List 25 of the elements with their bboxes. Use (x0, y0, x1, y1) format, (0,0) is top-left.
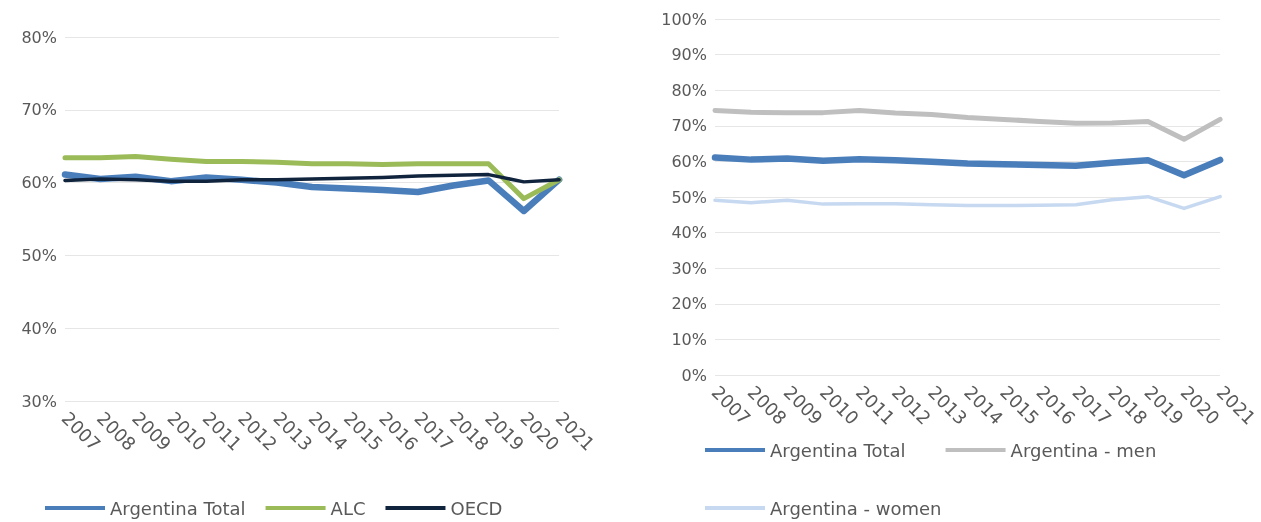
y-tick-label: 90% (671, 45, 707, 65)
y-tick-label: 50% (671, 187, 707, 207)
legend-label: Argentina Total (770, 439, 906, 461)
legend-label: ALC (330, 497, 366, 519)
legend-label: Argentina - men (1010, 439, 1157, 461)
y-tick-label: 60% (21, 173, 57, 193)
legend-label: Argentina Total (110, 497, 246, 519)
y-tick-label: 20% (671, 294, 707, 314)
y-tick-label: 40% (671, 223, 707, 243)
y-tick-label: 30% (21, 391, 57, 411)
line-series (713, 194, 1222, 211)
legend-label: OECD (450, 497, 503, 519)
line-series (63, 172, 561, 184)
y-tick-label: 30% (671, 258, 707, 278)
y-tick-label: 0% (681, 365, 707, 385)
y-tick-label: 50% (21, 245, 57, 265)
y-tick-label: 70% (671, 116, 707, 136)
y-tick-label: 80% (21, 27, 57, 47)
y-tick-label: 100% (661, 9, 707, 29)
y-tick-label: 60% (671, 151, 707, 171)
y-tick-label: 10% (671, 329, 707, 349)
y-tick-label: 40% (21, 318, 57, 338)
legend-label: Argentina - women (770, 497, 942, 519)
y-tick-label: 70% (21, 100, 57, 120)
y-tick-label: 80% (671, 80, 707, 100)
